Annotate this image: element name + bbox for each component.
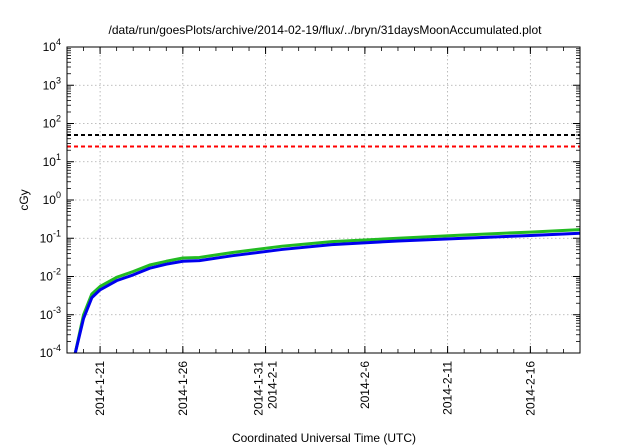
y-tick-label: 10-2 (40, 267, 61, 284)
chart-title: /data/run/goesPlots/archive/2014-02-19/f… (109, 23, 543, 37)
series-line (73, 231, 581, 354)
y-tick-label: 101 (43, 152, 61, 169)
x-tick-label: 2014-2-1 (266, 361, 280, 409)
x-tick-label: 2014-1-26 (176, 361, 190, 416)
series-line (73, 228, 581, 354)
x-axis-label: Coordinated Universal Time (UTC) (232, 431, 416, 445)
x-tick-label: 2014-2-6 (358, 361, 372, 409)
y-tick-label: 102 (43, 114, 61, 131)
y-tick-label: 103 (43, 75, 61, 92)
x-tick-label: 2014-2-16 (523, 361, 537, 416)
y-tick-label: 10-4 (40, 343, 61, 360)
x-tick-label: 2014-1-21 (93, 361, 107, 416)
tick-layer: 10-4 10-3 10-2 10-1 100 101 102 103 104 2014-1-21… (40, 37, 580, 416)
y-tick-label: 104 (43, 37, 61, 54)
grid (67, 47, 580, 353)
y-axis-label: cGy (17, 189, 31, 210)
y-tick-label: 10-1 (40, 228, 61, 245)
y-tick-label: 10-3 (40, 305, 61, 322)
series-layer (67, 134, 581, 354)
x-tick-label: 2014-2-11 (441, 361, 455, 415)
x-tick-label: 2014-1-31 (252, 361, 266, 416)
y-tick-label: 100 (43, 190, 61, 207)
